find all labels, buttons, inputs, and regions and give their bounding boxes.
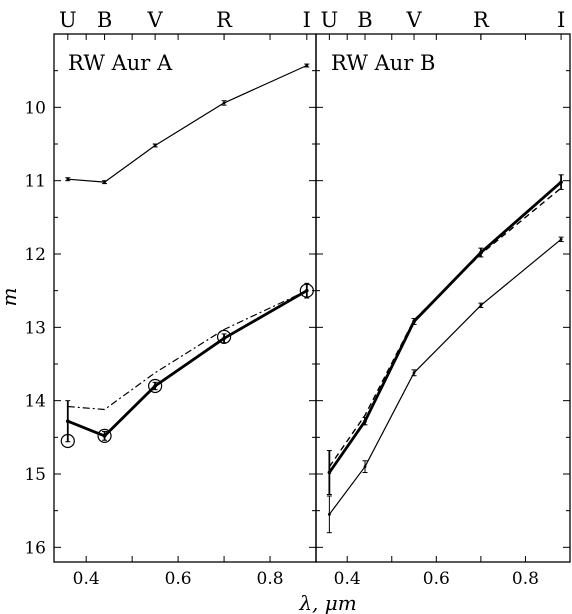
- text-layer: λ, μm m RW Aur A RW Aur B 0.4 0.6 0.8 10 11 1…: [0, 8, 565, 614]
- x-axis-label: λ, μm: [298, 591, 356, 614]
- y-axis-label: m: [0, 288, 21, 307]
- y-tick-label: 10: [24, 98, 46, 118]
- y-tick-label: 12: [24, 245, 46, 265]
- x-tick-label: 0.8: [512, 569, 539, 589]
- data-point: [479, 250, 483, 255]
- x-tick-label: 0.8: [257, 569, 284, 589]
- panel-b-title: RW Aur B: [331, 51, 435, 75]
- data-point: [222, 336, 226, 341]
- data-point: [412, 371, 416, 375]
- data-point: [412, 319, 416, 324]
- series-line-dashdot: [67, 290, 308, 411]
- y-tick-label: 15: [24, 465, 46, 485]
- data-point: [153, 144, 157, 147]
- data-point: [363, 465, 367, 469]
- data-point: [327, 512, 331, 516]
- y-tick-label: 13: [24, 318, 46, 338]
- y-tick-label: 11: [24, 172, 46, 192]
- series-line-thin: [67, 64, 308, 183]
- band-label: V: [147, 8, 164, 32]
- series-line-thick: [67, 289, 308, 438]
- band-label: I: [557, 8, 565, 32]
- band-label: V: [405, 8, 422, 32]
- band-label: R: [473, 8, 490, 32]
- data-point: [305, 64, 309, 67]
- data-point: [103, 180, 106, 184]
- data-point: [559, 237, 563, 241]
- panel-a-title: RW Aur A: [68, 51, 173, 75]
- data-point-circle: [216, 329, 232, 344]
- data-layer: [60, 63, 564, 534]
- series-line-thin: [328, 238, 562, 515]
- series-line-thick: [328, 181, 563, 474]
- data-point: [153, 384, 157, 388]
- series-line-dashed: [328, 187, 562, 468]
- band-label: B: [97, 8, 112, 32]
- data-point: [222, 101, 226, 105]
- x-tick-label: 0.6: [165, 569, 192, 589]
- data-point: [327, 470, 332, 475]
- panel-1-frame: [315, 33, 571, 563]
- band-label: U: [321, 8, 339, 32]
- data-point: [66, 177, 70, 181]
- y-tick-label: 16: [24, 538, 46, 558]
- data-point: [65, 419, 70, 424]
- data-point: [479, 303, 483, 307]
- data-point-circle: [97, 428, 112, 443]
- band-label: B: [357, 8, 372, 32]
- data-point: [559, 180, 563, 184]
- data-point-circle: [60, 433, 75, 449]
- data-point: [305, 288, 309, 293]
- x-tick-label: 0.6: [423, 569, 450, 589]
- y-tick-label: 14: [24, 392, 46, 412]
- data-point: [363, 419, 367, 424]
- band-label: I: [303, 8, 311, 32]
- panel-0-frame: [53, 33, 317, 563]
- axes-layer: [53, 33, 571, 563]
- x-tick-label: 0.4: [73, 569, 100, 589]
- data-point-circle: [148, 378, 163, 394]
- band-label: R: [216, 8, 233, 32]
- band-label: U: [59, 8, 77, 32]
- x-tick-label: 0.4: [334, 569, 361, 589]
- data-point: [102, 434, 107, 438]
